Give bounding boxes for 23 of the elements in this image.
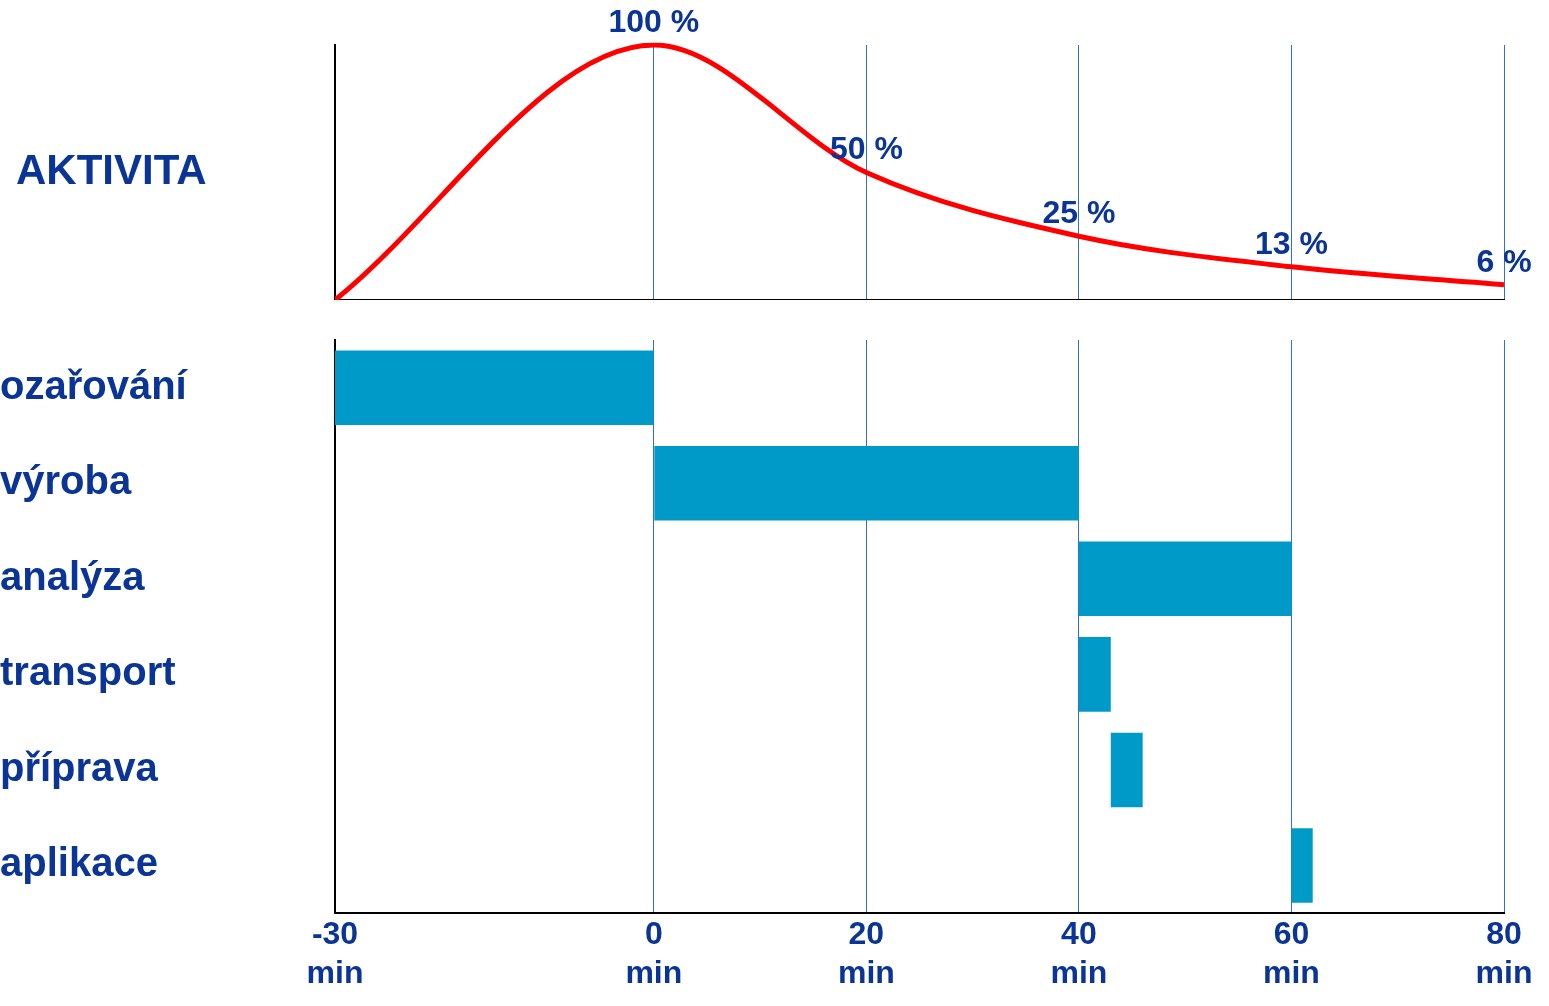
data-label: 25 % [1042,194,1116,231]
data-label: 100 % [608,2,700,39]
x-tick-label: -30 min [306,915,364,990]
x-tick-label: 80 min [1475,915,1533,990]
y-tick-label: transport [0,649,176,694]
y-tick-label: aplikace [0,840,158,885]
y-tick-label: ozařování [0,362,189,407]
x-tick-label: 60 min [1263,915,1320,990]
x-tick-label: 0 min [625,915,683,990]
bar [1078,541,1292,617]
data-label: 50 % [829,130,903,167]
bar [1110,732,1143,808]
x-tick-label: 40 min [1050,915,1108,990]
y-axis-title: AKTIVITA [16,146,207,194]
x-tick-label: 20 min [837,915,895,990]
bar [1078,637,1111,712]
y-tick-label: výroba [0,458,132,503]
y-tick-label: příprava [0,744,159,789]
bar [1291,828,1313,903]
y-tick-label: analýza [0,553,146,598]
bar [335,350,654,426]
data-label: 13 % [1254,224,1328,261]
bar [654,446,1079,521]
